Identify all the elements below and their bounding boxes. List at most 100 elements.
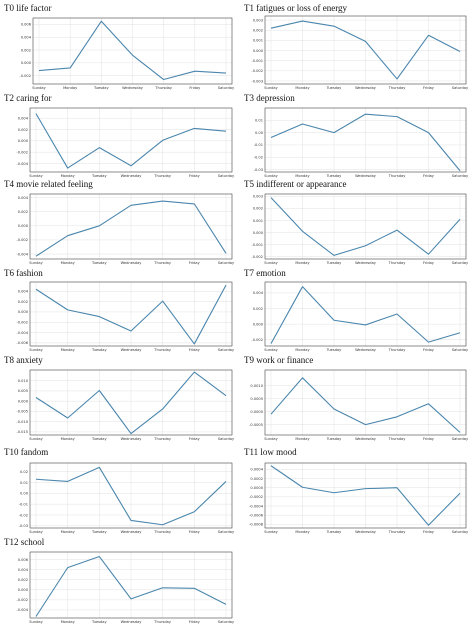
- y-tick-label: -0.0008: [249, 523, 264, 527]
- y-tick-label: 0.002: [18, 210, 28, 214]
- x-tick-label: Saturday: [218, 437, 235, 441]
- chart-panel-3: T3 depression Sunday Monday Tuesday Wednesda…: [244, 93, 469, 178]
- y-tick-label: -0.01: [254, 143, 263, 147]
- y-tick-label: -0.005: [16, 410, 28, 414]
- y-tick-label: 0.0002: [250, 477, 263, 481]
- y-tick-label: -0.004: [16, 162, 28, 166]
- y-tick-label: 0.000: [253, 322, 264, 326]
- x-tick-label: Sunday: [264, 437, 278, 441]
- x-tick-label: Tuesday: [326, 530, 342, 534]
- x-tick-label: Thursday: [153, 437, 172, 441]
- y-tick-label: 0.0000: [250, 486, 263, 490]
- y-tick-label: -0.002: [16, 598, 28, 602]
- x-tick-label: Thursday: [153, 261, 172, 265]
- y-tick-label: -0.002: [251, 255, 263, 259]
- y-tick-label: 0.000: [18, 139, 29, 143]
- y-tick-label: 0.002: [253, 307, 263, 311]
- x-tick-label: Thursday: [153, 348, 172, 352]
- x-tick-label: Wednesday: [121, 261, 143, 265]
- x-tick-label: Friday: [423, 530, 435, 534]
- x-tick-label: Monday: [295, 530, 310, 534]
- chart-panel-11: T11 low mood Sunday Monday Tuesday Wednesday…: [244, 447, 469, 534]
- y-tick-label: 0.000: [18, 399, 29, 403]
- x-tick-label: Tuesday: [326, 348, 342, 352]
- chart-panel-6: T6 fashion Sunday Monday Tuesday Wednesday Th…: [4, 268, 235, 352]
- y-tick-label: 0.02: [20, 470, 28, 474]
- x-tick-label: Wednesday: [121, 348, 143, 352]
- y-tick-label: 0.000: [21, 61, 32, 65]
- y-tick-label: -0.004: [16, 252, 28, 256]
- plot-frame: [264, 462, 467, 529]
- plot-frame: [264, 107, 467, 173]
- y-tick-label: 0.002: [253, 29, 263, 33]
- x-tick-label: Friday: [189, 348, 201, 352]
- x-tick-label: Saturday: [452, 530, 469, 534]
- x-tick-label: Sunday: [29, 530, 43, 534]
- x-tick-label: Wednesday: [121, 530, 143, 534]
- x-tick-label: Saturday: [218, 620, 235, 624]
- chart-panel-1: T1 fatigues or loss of energy Sunday Monda…: [244, 3, 469, 90]
- y-tick-label: 0.004: [18, 290, 29, 294]
- x-tick-label: Tuesday: [326, 437, 342, 441]
- y-tick-label: 0.0010: [250, 384, 263, 388]
- chart-panel-8: T8 anxiety Sunday Monday Tuesday Wednesday Th…: [4, 355, 235, 441]
- x-tick-label: Saturday: [452, 86, 469, 90]
- x-tick-label: Monday: [61, 348, 76, 352]
- x-tick-label: Monday: [61, 620, 76, 624]
- x-tick-label: Monday: [295, 348, 310, 352]
- chart-title: T8 anxiety: [4, 355, 43, 365]
- x-tick-label: Thursday: [153, 174, 172, 178]
- x-tick-label: Thursday: [388, 261, 407, 265]
- x-tick-label: Monday: [61, 530, 76, 534]
- y-tick-label: -0.002: [19, 74, 31, 78]
- chart-panel-12: T12 school Sunday Monday Tuesday Wednesday Th…: [4, 537, 235, 624]
- x-tick-label: Friday: [189, 86, 201, 90]
- y-tick-label: 0.004: [18, 116, 29, 120]
- x-tick-label: Tuesday: [326, 86, 342, 90]
- plot-frame: [29, 281, 233, 347]
- x-tick-label: Wednesday: [355, 261, 377, 265]
- x-tick-label: Wednesday: [122, 86, 144, 90]
- x-tick-label: Saturday: [218, 530, 235, 534]
- x-tick-label: Monday: [295, 174, 310, 178]
- y-tick-label: -0.002: [16, 150, 28, 154]
- x-tick-label: Tuesday: [326, 261, 342, 265]
- chart-title: T1 fatigues or loss of energy: [244, 3, 348, 13]
- x-tick-label: Wednesday: [121, 620, 143, 624]
- x-tick-label: Monday: [63, 86, 78, 90]
- plot-frame: [264, 281, 467, 347]
- y-tick-label: 0.0004: [250, 468, 263, 472]
- y-tick-label: 0.005: [18, 389, 28, 393]
- x-tick-label: Sunday: [264, 261, 278, 265]
- plot-frame: [29, 193, 233, 260]
- y-tick-label: -0.02: [254, 156, 263, 160]
- x-tick-label: Tuesday: [91, 530, 107, 534]
- y-tick-label: 0.000: [253, 49, 264, 53]
- y-tick-label: 0.002: [21, 48, 31, 52]
- y-tick-label: 0.01: [20, 481, 28, 485]
- x-tick-label: Saturday: [218, 348, 235, 352]
- plot-frame: [264, 193, 467, 260]
- x-tick-label: Sunday: [29, 348, 43, 352]
- chart-title: T3 depression: [244, 93, 295, 103]
- x-tick-label: Saturday: [218, 174, 235, 178]
- x-tick-label: Tuesday: [93, 86, 109, 90]
- y-tick-label: 0.003: [253, 18, 263, 22]
- x-tick-label: Sunday: [264, 530, 278, 534]
- y-tick-label: -0.03: [254, 168, 263, 172]
- x-tick-label: Tuesday: [91, 620, 107, 624]
- x-tick-label: Wednesday: [355, 86, 377, 90]
- x-tick-label: Sunday: [29, 174, 43, 178]
- y-tick-label: -0.02: [19, 513, 28, 517]
- x-tick-label: Saturday: [452, 174, 469, 178]
- x-tick-label: Wednesday: [355, 530, 377, 534]
- y-tick-label: 0.004: [21, 36, 32, 40]
- x-tick-label: Sunday: [32, 86, 46, 90]
- x-tick-label: Tuesday: [91, 174, 107, 178]
- x-tick-label: Saturday: [452, 437, 469, 441]
- x-tick-label: Monday: [61, 437, 76, 441]
- x-tick-label: Thursday: [154, 86, 173, 90]
- x-tick-label: Friday: [189, 261, 201, 265]
- y-tick-label: -0.0002: [249, 495, 263, 499]
- y-tick-label: 0.00: [255, 131, 264, 135]
